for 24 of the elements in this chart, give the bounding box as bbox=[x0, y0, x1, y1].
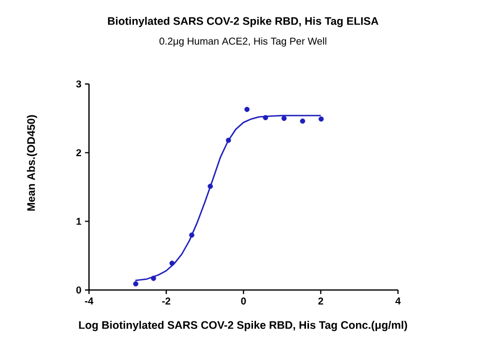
point bbox=[150, 276, 156, 281]
y-tick-label: 1 bbox=[76, 218, 82, 225]
x-tick-label: -4 bbox=[84, 298, 94, 304]
x-tick-label: 2 bbox=[318, 298, 324, 304]
point bbox=[281, 116, 287, 121]
point bbox=[133, 281, 138, 286]
point bbox=[244, 106, 250, 112]
point bbox=[262, 115, 268, 120]
point bbox=[226, 138, 232, 143]
point bbox=[189, 232, 194, 238]
point bbox=[300, 118, 306, 124]
x-tick-label: 4 bbox=[395, 298, 401, 304]
chart-subtitle: 0.2μg Human ACE2, His Tag Per Well bbox=[159, 37, 326, 47]
point bbox=[169, 260, 175, 266]
point bbox=[318, 116, 324, 122]
y-tick-label: 0 bbox=[76, 286, 82, 294]
chart-title: Biotinylated SARS COV-2 Spike RBD, His Tag ELISA bbox=[108, 16, 378, 28]
x-axis-title: Log Biotinylated SARS COV-2 Spike RBD, His Tag Conc.(μg/ml) bbox=[79, 320, 408, 332]
x-tick-label: -2 bbox=[162, 298, 170, 304]
y-tick-label: 3 bbox=[76, 80, 82, 88]
point bbox=[208, 184, 213, 189]
y-axis-title: Mean Abs.(OD450) bbox=[26, 115, 38, 211]
y-tick-label: 2 bbox=[76, 149, 82, 156]
x-tick-label: 0 bbox=[241, 298, 246, 305]
